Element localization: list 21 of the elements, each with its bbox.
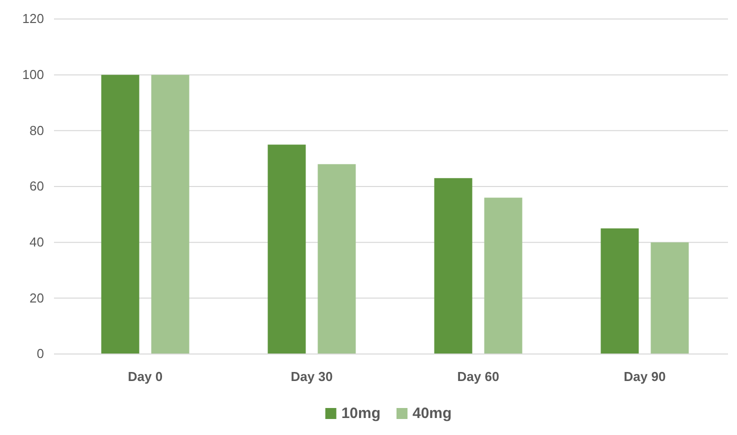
bar: [151, 74, 190, 354]
y-tick-label: 60: [30, 178, 44, 194]
bar: [650, 242, 689, 354]
bar: [434, 178, 472, 354]
y-tick-label: 120: [22, 11, 44, 26]
x-tick-label: Day 60: [457, 369, 500, 384]
x-tick-label: Day 30: [290, 369, 333, 384]
x-tick-label: Day 90: [624, 369, 666, 384]
legend-label: 10mg: [341, 405, 380, 422]
y-tick-label: 100: [22, 66, 44, 82]
y-tick-label: 80: [30, 122, 44, 138]
bar: [484, 198, 522, 354]
legend-label: 40mg: [412, 405, 452, 422]
y-tick-label: 20: [30, 290, 44, 306]
bar: [101, 74, 140, 354]
bar: [268, 144, 306, 354]
bar: [318, 164, 356, 354]
y-tick-label: 40: [30, 234, 44, 250]
x-tick-label: Day 0: [128, 369, 163, 384]
bar: [600, 228, 639, 354]
y-tick-label: 0: [36, 346, 44, 362]
